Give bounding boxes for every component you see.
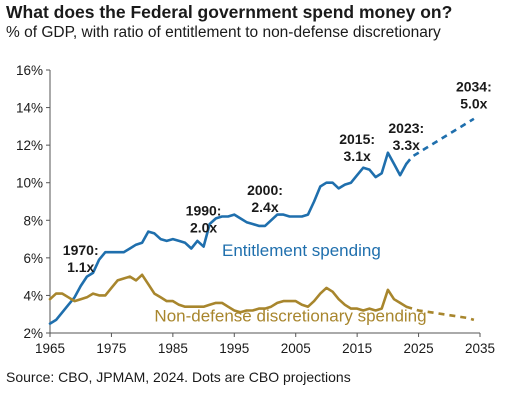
y-tick-label: 4%	[23, 288, 43, 303]
y-tick-label: 14%	[16, 101, 43, 116]
series-name-label: Non-defense discretionary spending	[154, 307, 426, 326]
y-tick-label: 12%	[16, 138, 43, 153]
chart-title: What does the Federal government spend m…	[6, 2, 453, 22]
series-line-2	[48, 273, 408, 314]
y-tick-label: 10%	[16, 176, 43, 191]
annotation-label: 2000:	[247, 182, 283, 198]
y-tick-label: 2%	[23, 326, 43, 341]
annotation-label: 5.0x	[460, 96, 487, 112]
annotation-label: 2.0x	[190, 220, 217, 236]
annotation-label: 2.4x	[251, 199, 278, 215]
x-tick-label: 2035	[465, 341, 495, 356]
source-note: Source: CBO, JPMAM, 2024. Dots are CBO p…	[6, 369, 351, 385]
annotation-label: 2015:	[339, 131, 375, 147]
y-tick-label: 8%	[23, 213, 43, 228]
chart-axes: 2% 4% 6% 8% 10% 12% 14% 16% 1965 1975 1985 1995 2005…	[16, 63, 495, 356]
annotation-label: 1.1x	[67, 259, 94, 275]
annotation-label: 2023:	[388, 120, 424, 136]
x-tick-label: 2005	[281, 341, 311, 356]
x-tick-label: 1995	[219, 341, 249, 356]
annotation-label: 3.1x	[344, 148, 371, 164]
y-tick-label: 16%	[16, 63, 43, 78]
x-tick-label: 2025	[404, 341, 434, 356]
y-tick-label: 6%	[23, 251, 43, 266]
series-name-label: Entitlement spending	[222, 241, 381, 260]
chart-labels: 1970:1.1x 1990:2.0x 2000:2.4x 2015:3.1x 2023…	[63, 79, 492, 326]
annotation-label: 1970:	[63, 242, 99, 258]
x-tick-label: 2015	[342, 341, 372, 356]
series-line-1	[405, 117, 475, 165]
chart-subtitle: % of GDP, with ratio of entitlement to n…	[6, 24, 441, 41]
annotation-label: 1990:	[186, 203, 222, 219]
x-tick-label: 1975	[96, 341, 126, 356]
annotation-label: 2034:	[456, 79, 492, 95]
annotation-label: 3.3x	[393, 137, 420, 153]
x-tick-label: 1965	[35, 341, 65, 356]
x-tick-label: 1985	[158, 341, 188, 356]
series-line-3	[405, 305, 475, 322]
chart-series	[48, 117, 475, 325]
series-line-0	[48, 151, 408, 325]
